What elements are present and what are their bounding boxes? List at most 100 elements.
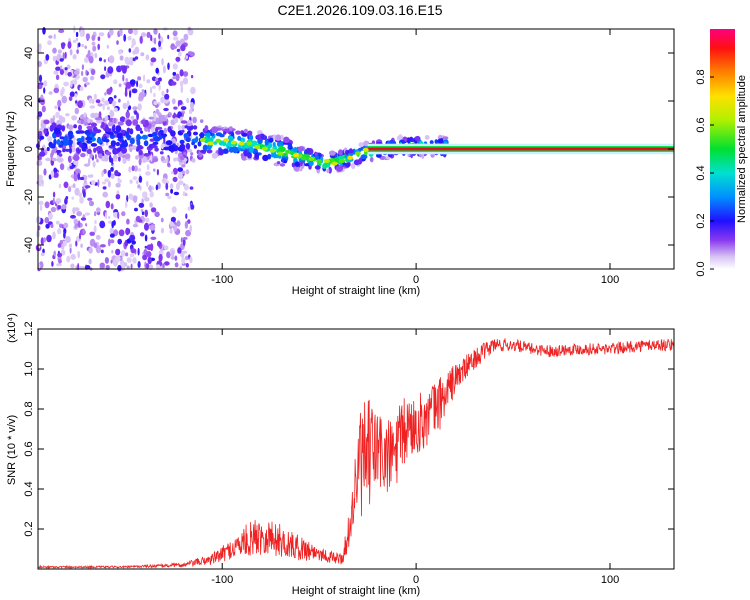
- spectrogram-cell: [79, 30, 84, 37]
- spectrogram-cell: [99, 244, 106, 248]
- spectrogram-cell: [39, 151, 46, 157]
- spectrogram-cell: [134, 110, 138, 115]
- spectrogram-cell: [86, 148, 92, 155]
- spectrogram-cell: [75, 37, 79, 42]
- spectrogram-cell: [164, 93, 170, 100]
- spectrogram-cell: [127, 35, 132, 41]
- spectrogram-cell: [171, 206, 177, 214]
- spectrogram-cell: [49, 143, 56, 149]
- spectrogram-cell: [110, 203, 114, 210]
- spectrogram-cell: [167, 195, 172, 200]
- spectrogram-cell: [173, 36, 179, 41]
- spectrogram-cell: [63, 181, 69, 189]
- spectrogram-cell: [105, 200, 111, 209]
- spectrogram-cell: [231, 132, 235, 137]
- spectrogram-cell: [89, 152, 93, 159]
- spectrogram-cell: [153, 168, 156, 172]
- spectrogram-cell: [61, 86, 65, 94]
- ridge-blob: [230, 140, 237, 145]
- spectrogram-cell: [191, 141, 196, 146]
- spectrogram-cell: [80, 153, 86, 158]
- spectrogram-cell: [129, 148, 133, 152]
- spectrogram-cell: [124, 90, 128, 97]
- spectrogram-cell: [72, 54, 77, 60]
- spectrogram-cell: [47, 136, 53, 142]
- ridge-blob: [362, 147, 369, 152]
- spectrogram-cell: [82, 190, 86, 198]
- ridge-blob: [246, 141, 253, 146]
- spectrogram-cell: [132, 223, 139, 228]
- spectrogram-cell: [107, 106, 110, 111]
- spectrogram-cell: [141, 198, 144, 204]
- spectrogram-cell: [133, 28, 138, 36]
- spectrogram-cell: [126, 265, 130, 270]
- spectrogram-cell: [158, 253, 163, 262]
- spectrogram-cell: [215, 132, 223, 137]
- spectrogram-cell: [61, 243, 65, 250]
- spectrogram-cell: [90, 143, 98, 147]
- spectrogram-cell: [115, 141, 120, 147]
- spectrogram-cell: [121, 211, 126, 217]
- spectrogram-cell: [123, 34, 127, 42]
- spectrogram-cell: [78, 130, 85, 134]
- spectrogram-cell: [96, 158, 99, 163]
- spectrogram-cell: [96, 119, 103, 124]
- spectrogram-cell: [85, 82, 90, 86]
- spectrogram-cell: [149, 243, 154, 252]
- spectrogram-cell: [260, 133, 265, 140]
- spectrogram-cell: [248, 146, 254, 153]
- spectrogram-cell: [85, 33, 90, 40]
- y-tick-label: 0.8: [23, 401, 35, 416]
- spectrogram-cells: [35, 25, 451, 272]
- spectrogram-cell: [178, 51, 182, 57]
- spectrogram-cell: [128, 166, 132, 173]
- spectrogram-cell: [160, 96, 165, 104]
- spectrogram-cell: [187, 119, 191, 124]
- spectrogram-cell: [176, 142, 180, 147]
- spectrogram-cell: [82, 228, 85, 235]
- spectrogram-cell: [70, 214, 76, 219]
- spectrogram-cell: [56, 139, 61, 146]
- spectrogram-cell: [126, 127, 131, 133]
- spectrogram-cell: [108, 55, 115, 64]
- spectrogram-cell: [56, 158, 62, 162]
- spectrogram-cell: [264, 139, 269, 146]
- spectrogram-cell: [128, 28, 133, 35]
- spectrogram-cell: [57, 49, 62, 54]
- x-tick-label: -100: [211, 574, 233, 586]
- spectrogram-cell: [77, 100, 83, 109]
- ridge-blob: [300, 156, 307, 161]
- spectrogram-cell: [60, 65, 63, 70]
- spectrogram-cell: [54, 105, 58, 110]
- spectrogram-cell: [40, 252, 45, 257]
- spectrogram-cell: [104, 178, 110, 183]
- spectrogram-cell: [103, 168, 107, 174]
- spectrogram-cell: [122, 102, 128, 110]
- spectrogram-cell: [136, 134, 141, 141]
- spectrogram-cell: [141, 211, 145, 216]
- spectrogram-cell: [182, 77, 189, 85]
- spectrogram-cell: [424, 135, 430, 140]
- spectrogram-cell: [77, 172, 81, 181]
- spectrogram-cell: [108, 180, 111, 188]
- spectrogram-cell: [306, 147, 311, 154]
- spectrogram-cell: [91, 34, 96, 42]
- spectrogram-cell: [154, 37, 157, 45]
- spectrogram-cell: [64, 197, 68, 205]
- spectrogram-cell: [80, 243, 83, 248]
- spectrogram-cell: [97, 179, 100, 188]
- spectrogram-panel: -100 0 100 -40 -20 0 20 40 Height of straight …: [5, 25, 675, 297]
- spectrogram-cell: [357, 147, 365, 151]
- spectrogram-cell: [146, 31, 151, 38]
- spectrogram-cell: [211, 152, 218, 159]
- y-tick-label: 0.2: [23, 521, 35, 536]
- spectrogram-cell: [322, 162, 328, 169]
- spectrogram-cell: [195, 136, 199, 143]
- spectrogram-cell: [158, 40, 162, 47]
- spectrogram-cell: [153, 136, 161, 142]
- spectrogram-cell: [184, 221, 189, 229]
- spectrogram-cell: [159, 151, 164, 155]
- spectrogram-cell: [177, 167, 183, 173]
- spectrogram-cell: [63, 222, 69, 229]
